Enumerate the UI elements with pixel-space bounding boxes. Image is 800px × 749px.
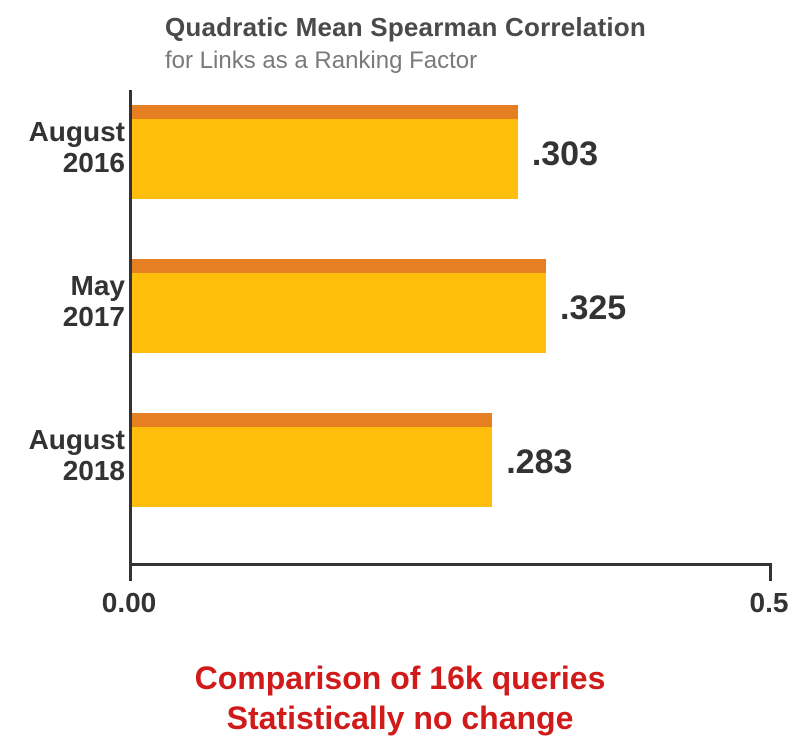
- bar-row-0: .303: [130, 105, 770, 199]
- bar-0-top: [130, 105, 518, 119]
- y-axis-line: [129, 90, 132, 565]
- y-label-0: August 2016: [0, 117, 125, 179]
- plot-area: August 2016 May 2017 August 2018 .303 .3…: [0, 95, 800, 620]
- x-tick-1: [769, 563, 772, 581]
- bar-row-2: .283: [130, 413, 770, 507]
- bar-0-value: .303: [532, 135, 598, 174]
- y-label-2: August 2018: [0, 425, 125, 487]
- bar-2-body: [130, 427, 492, 507]
- bar-2-top: [130, 413, 492, 427]
- footer-line-2: Statistically no change: [0, 698, 800, 738]
- x-axis-line: [129, 563, 771, 566]
- bar-1-value: .325: [560, 289, 626, 328]
- x-tick-label-0: 0.00: [102, 587, 157, 619]
- bar-1-top: [130, 259, 546, 273]
- x-tick-label-1: 0.5: [750, 587, 789, 619]
- footer-line-1: Comparison of 16k queries: [0, 658, 800, 698]
- bar-1-body: [130, 273, 546, 353]
- bar-0-body: [130, 119, 518, 199]
- title-block: Quadratic Mean Spearman Correlation for …: [165, 12, 646, 75]
- bar-2-value: .283: [506, 443, 572, 482]
- chart-container: Quadratic Mean Spearman Correlation for …: [0, 0, 800, 749]
- y-label-1: May 2017: [0, 271, 125, 333]
- bars-area: .303 .325 .283 0.00 0.5: [130, 95, 770, 565]
- y-label-0-line2: 2016: [63, 147, 125, 178]
- y-label-0-line1: August: [29, 116, 125, 147]
- chart-title: Quadratic Mean Spearman Correlation: [165, 12, 646, 43]
- y-label-1-line2: 2017: [63, 301, 125, 332]
- x-tick-0: [129, 563, 132, 581]
- y-label-2-line2: 2018: [63, 455, 125, 486]
- y-label-1-line1: May: [71, 270, 125, 301]
- chart-subtitle: for Links as a Ranking Factor: [165, 47, 646, 75]
- footer-text: Comparison of 16k queries Statistically …: [0, 658, 800, 738]
- y-label-2-line1: August: [29, 424, 125, 455]
- bar-row-1: .325: [130, 259, 770, 353]
